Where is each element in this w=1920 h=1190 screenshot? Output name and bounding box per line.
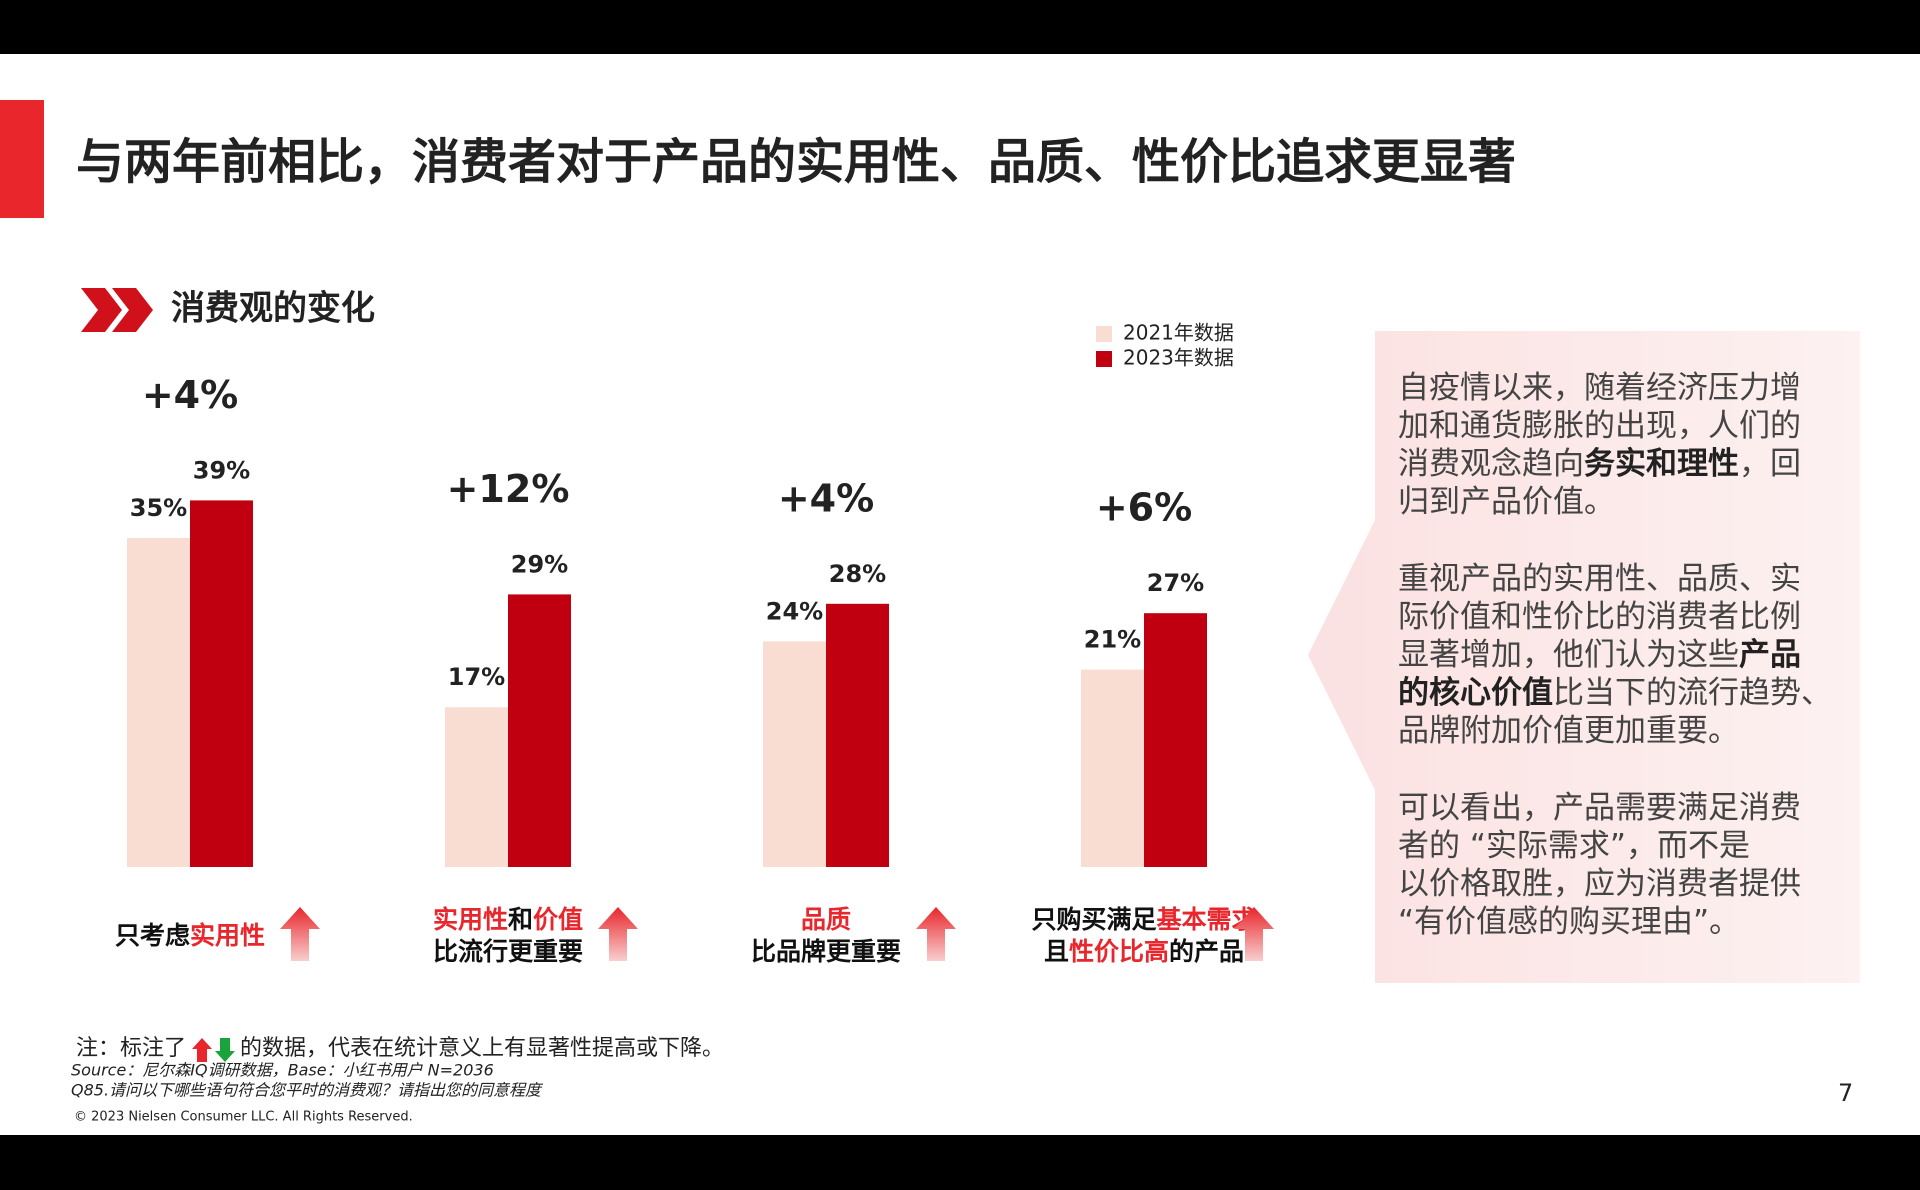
value-label: 21% <box>1084 626 1141 654</box>
change-label: +12% <box>447 467 570 511</box>
panel-text: 品牌附加价值更加重要。 <box>1398 713 1739 749</box>
value-label: 24% <box>766 597 823 625</box>
category-label-part: 基本需求 <box>1157 905 1257 934</box>
panel-text: ，回 <box>1739 446 1801 482</box>
panel-line: 显著增加，他们认为这些产品 <box>1398 637 1801 673</box>
text-panel <box>1308 331 1860 983</box>
value-label: 28% <box>829 560 886 588</box>
category-label: 只购买满足基本需求 <box>1031 905 1256 934</box>
category-label-part: 和 <box>508 905 533 934</box>
up-arrow-icon <box>598 907 638 961</box>
category-label: 比流行更重要 <box>433 937 583 966</box>
down-arrow-icon <box>215 1038 235 1062</box>
category-label-part: 只购买满足 <box>1031 905 1156 934</box>
value-label: 35% <box>130 494 187 522</box>
category-label: 比品牌更重要 <box>751 937 901 966</box>
category-label: 只考虑实用性 <box>115 921 265 950</box>
panel-line: 品牌附加价值更加重要。 <box>1398 713 1739 749</box>
copyright: © 2023 Nielsen Consumer LLC. All Rights … <box>74 1110 413 1125</box>
change-label: +6% <box>1096 486 1192 530</box>
category-label: 实用性和价值 <box>433 905 583 934</box>
panel-line: “有价值感的购买理由”。 <box>1398 904 1740 940</box>
panel-line: 自疫情以来，随着经济压力增 <box>1398 370 1801 406</box>
legend-label: 2021年数据 <box>1123 321 1234 345</box>
panel-line: 的核心价值比当下的流行趋势、 <box>1398 675 1832 711</box>
bar <box>1081 669 1144 867</box>
bar <box>826 603 889 867</box>
panel-text: 加和通货膨胀的出现，人们的 <box>1398 408 1801 444</box>
source: Source：尼尔森IQ调研数据，Base：小红书用户 N=2036 <box>71 1061 494 1080</box>
top-bar <box>0 0 1920 54</box>
value-label: 17% <box>448 663 505 691</box>
panel-text: 自疫情以来，随着经济压力增 <box>1398 370 1801 406</box>
panel-line: 消费观念趋向务实和理性，回 <box>1398 446 1801 482</box>
bar <box>508 594 571 867</box>
panel-text: 务实和理性 <box>1584 446 1739 482</box>
panel-line: 加和通货膨胀的出现，人们的 <box>1398 408 1801 444</box>
category-label-part: 品质 <box>801 905 851 934</box>
category-label: 品质 <box>801 905 851 934</box>
panel-text: 以价格取胜，应为消费者提供 <box>1398 866 1801 902</box>
panel-line: 者的 “实际需求”，而不是 <box>1398 828 1750 864</box>
bar <box>763 641 826 867</box>
up-arrow-icon <box>1234 907 1274 961</box>
chevron <box>81 288 122 332</box>
category-label-part: 的产品 <box>1169 937 1244 966</box>
category-label-part: 且 <box>1044 937 1069 966</box>
up-arrow-icon <box>280 907 320 961</box>
value-label: 29% <box>511 550 568 578</box>
legend-swatch <box>1096 326 1112 342</box>
up-arrow-icon <box>192 1038 212 1062</box>
question: Q85.请问以下哪些语句符合您平时的消费观？请指出您的同意程度 <box>71 1081 544 1100</box>
category-label-part: 实用性 <box>433 905 508 934</box>
panel-text: 的核心价值 <box>1398 675 1553 711</box>
category-label-part: 比流行更重要 <box>433 937 583 966</box>
value-label: 39% <box>193 456 250 484</box>
panel-text: 比当下的流行趋势、 <box>1553 675 1832 711</box>
category-label-part: 性价比高 <box>1069 937 1169 966</box>
panel-text: 际价值和性价比的消费者比例 <box>1398 599 1801 635</box>
footnote-note: 的数据，代表在统计意义上有显著性提高或下降。 <box>240 1036 724 1061</box>
up-arrow-icon <box>916 907 956 961</box>
legend-swatch <box>1096 351 1112 367</box>
change-label: +4% <box>142 373 238 417</box>
category-label-part: 实用性 <box>190 921 265 950</box>
slide-title: 与两年前相比，消费者对于产品的实用性、品质、性价比追求更显著 <box>76 134 1516 190</box>
bar <box>1144 613 1207 867</box>
section-title: 消费观的变化 <box>171 289 375 329</box>
panel-line: 可以看出，产品需要满足消费 <box>1398 790 1801 826</box>
panel-text: “有价值感的购买理由”。 <box>1398 904 1740 940</box>
category-label-part: 价值 <box>533 905 583 934</box>
panel-text: 者的 “实际需求”，而不是 <box>1398 828 1750 864</box>
bar <box>190 500 253 867</box>
panel-text: 产品 <box>1739 637 1801 673</box>
category-label: 且性价比高的产品 <box>1044 937 1244 966</box>
page-number: 7 <box>1838 1079 1853 1107</box>
bottom-bar <box>0 1135 1920 1190</box>
bar <box>445 707 508 867</box>
legend-label: 2023年数据 <box>1123 346 1234 370</box>
chevron <box>112 288 153 332</box>
category-label-part: 只考虑 <box>115 921 190 950</box>
panel-line: 重视产品的实用性、品质、实 <box>1398 561 1801 597</box>
panel-text: 重视产品的实用性、品质、实 <box>1398 561 1801 597</box>
panel-text: 可以看出，产品需要满足消费 <box>1398 790 1801 826</box>
panel-text: 归到产品价值。 <box>1398 484 1615 520</box>
value-label: 27% <box>1147 569 1204 597</box>
panel-line: 际价值和性价比的消费者比例 <box>1398 599 1801 635</box>
footnote-note: 注：标注了 <box>76 1036 186 1061</box>
bar <box>127 538 190 867</box>
panel-line: 以价格取胜，应为消费者提供 <box>1398 866 1801 902</box>
panel-line: 归到产品价值。 <box>1398 484 1615 520</box>
panel-text: 消费观念趋向 <box>1398 446 1584 482</box>
accent-bar <box>0 100 44 218</box>
category-label-part: 比品牌更重要 <box>751 937 901 966</box>
change-label: +4% <box>778 476 874 520</box>
panel-text: 显著增加，他们认为这些 <box>1398 637 1739 673</box>
